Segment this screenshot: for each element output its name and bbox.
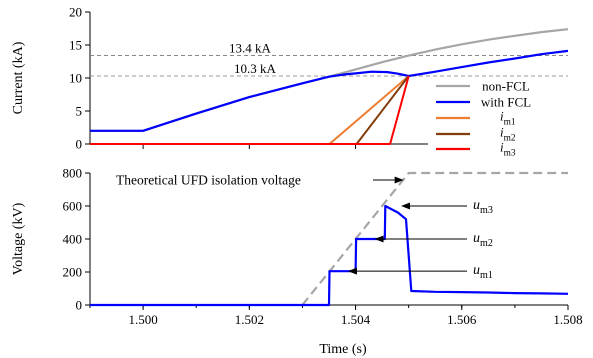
annotation-arrowhead xyxy=(347,267,357,275)
legend-label: with FCL xyxy=(481,95,531,110)
voltage-x-tick-label: 1.508 xyxy=(553,312,582,327)
voltage-y-axis-label: Voltage (kV) xyxy=(11,202,26,275)
reference-line-label: 13.4 kA xyxy=(229,41,272,56)
current-y-tick-label: 10 xyxy=(69,71,82,86)
voltage-series-1 xyxy=(301,171,568,306)
current-series-3 xyxy=(90,75,410,145)
voltage-y-tick-label: 600 xyxy=(63,199,83,214)
voltage-series-2 xyxy=(90,204,569,307)
voltage-x-tick-label: 1.506 xyxy=(447,312,477,327)
legend-label: im2 xyxy=(500,125,516,144)
current-y-tick-label: 15 xyxy=(69,38,82,53)
reference-line-label: 10.3 kA xyxy=(234,61,277,76)
legend-label: non-FCL xyxy=(482,79,530,94)
current-series-2 xyxy=(90,49,569,132)
current-y-tick-label: 20 xyxy=(69,5,82,20)
current-y-axis-label: Current (kA) xyxy=(11,41,26,114)
voltage-y-tick-label: 0 xyxy=(76,298,83,313)
voltage-x-tick-label: 1.504 xyxy=(341,312,371,327)
voltage-y-tick-label: 200 xyxy=(63,265,83,280)
legend-label: im3 xyxy=(500,140,516,159)
annotation-label: um1 xyxy=(473,263,493,281)
current-series-5 xyxy=(90,75,410,145)
legend-label: im1 xyxy=(500,109,516,128)
x-axis-label: Time (s) xyxy=(319,342,367,357)
voltage-y-tick-label: 400 xyxy=(63,232,83,247)
annotation-ufd-voltage: Theoretical UFD isolation voltage xyxy=(116,173,301,188)
voltage-x-tick-label: 1.502 xyxy=(235,312,264,327)
current-y-tick-label: 0 xyxy=(76,137,83,152)
current-y-tick-label: 5 xyxy=(76,104,83,119)
annotation-arrowhead xyxy=(394,176,404,184)
annotation-label: um2 xyxy=(473,231,493,249)
voltage-x-tick-label: 1.500 xyxy=(128,312,157,327)
voltage-y-tick-label: 800 xyxy=(63,166,83,181)
annotation-arrowhead xyxy=(374,235,384,243)
annotation-label: um3 xyxy=(473,198,493,216)
current-series-4 xyxy=(90,75,410,145)
annotation-arrowhead xyxy=(401,202,411,210)
